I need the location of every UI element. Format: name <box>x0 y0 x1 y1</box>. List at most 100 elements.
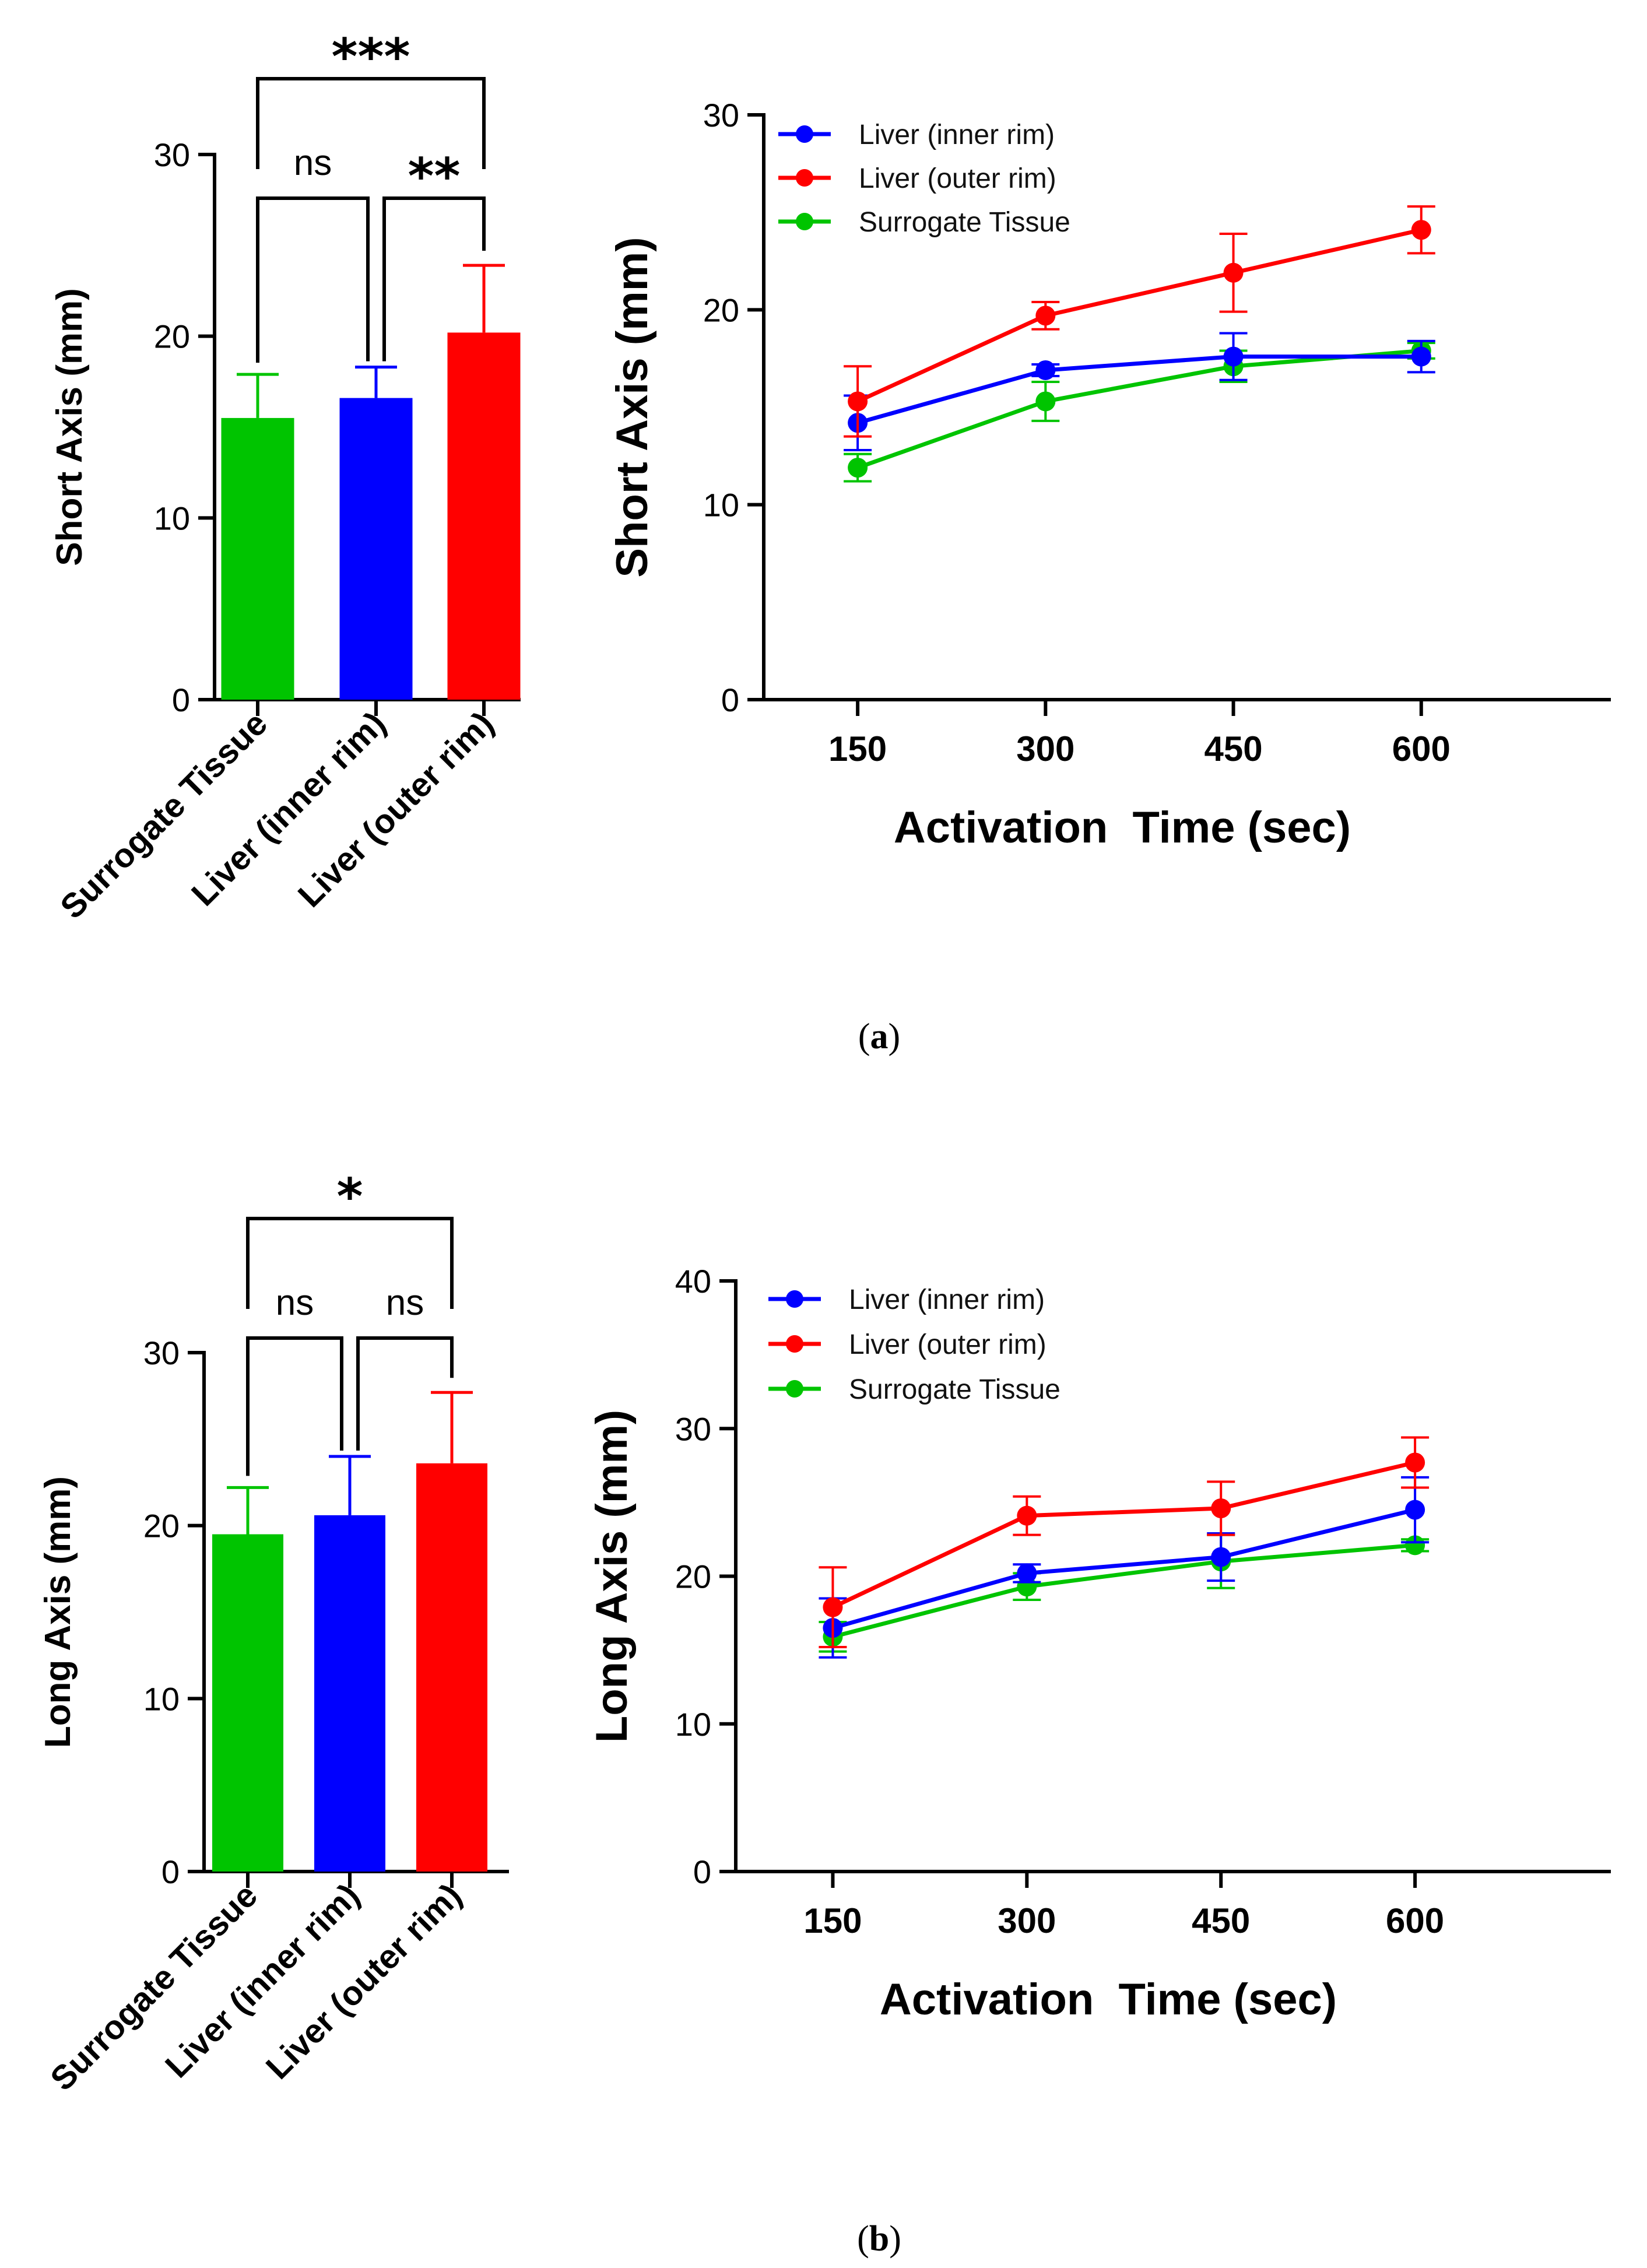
b-line-x-tick-label: 300 <box>998 1901 1056 1940</box>
b-bar-significance-bracket <box>356 1336 454 1451</box>
a-bar-y-tick-label: 20 <box>154 318 190 355</box>
b-bar-y-tick-label: 0 <box>161 1853 180 1890</box>
bar-liver-outer-rim <box>416 1463 487 1872</box>
series-line-surrogate-tissue <box>832 1543 1416 1639</box>
b-line-y-tick-label: 0 <box>693 1853 711 1890</box>
a-bar-significance-bracket <box>256 196 370 363</box>
data-point-liver-outer-rim <box>1035 306 1056 326</box>
a-bar-significance-label: ns <box>294 143 332 183</box>
a-bar-significance-label: ** <box>408 148 461 206</box>
data-point-liver-outer-rim <box>823 1597 843 1617</box>
series-line-surrogate-tissue <box>856 349 1422 470</box>
a-line-y-tick-label: 30 <box>703 97 739 134</box>
category-label-surrogate-tissue: Surrogate Tissue <box>53 704 275 926</box>
category-label-liver-inner-rim: Liver (inner rim) <box>158 1876 367 2085</box>
b-line-y-tick-label: 10 <box>675 1706 711 1743</box>
bar-liver-outer-rim <box>447 332 521 700</box>
series-line-liver-inner-rim <box>832 1508 1416 1630</box>
panel-label-a: (a) <box>858 1017 900 1056</box>
legend-marker-liver-outer-rim <box>796 169 813 187</box>
panel-label-a-letter: a <box>870 1017 889 1056</box>
a-line-y-tick-label: 20 <box>703 292 739 328</box>
a-line-x-tick-label: 300 <box>1016 729 1074 768</box>
a-line-x-axis-label: Activation Time (sec) <box>894 803 1351 852</box>
legend-label-liver-inner-rim: Liver (inner rim) <box>849 1284 1045 1315</box>
data-point-liver-outer-rim <box>848 391 868 412</box>
data-point-liver-inner-rim <box>1411 346 1431 367</box>
legend-marker-liver-outer-rim <box>786 1335 803 1353</box>
b-line-legend: Liver (inner rim) Liver (outer rim) Surrog… <box>768 1284 1060 1405</box>
b-line-x-tick-label: 600 <box>1386 1901 1444 1940</box>
data-point-liver-outer-rim <box>1017 1505 1037 1526</box>
data-point-liver-outer-rim <box>1405 1452 1425 1473</box>
data-point-liver-inner-rim <box>1035 360 1056 380</box>
series-liver-outer-rim <box>819 1436 1430 1649</box>
legend-marker-liver-inner-rim <box>786 1290 803 1308</box>
a-line-y-tick-label: 10 <box>703 487 739 524</box>
b-bar-y-axis-label: Long Axis (mm) <box>38 1476 78 1748</box>
b-line-y-axis-label: Long Axis (mm) <box>587 1410 637 1743</box>
data-point-liver-inner-rim <box>1223 346 1244 367</box>
a-line-x-tick-label: 600 <box>1392 729 1451 768</box>
data-point-surrogate-tissue <box>1405 1535 1425 1556</box>
b-bar-y-tick-label: 10 <box>143 1680 180 1717</box>
series-liver-inner-rim <box>819 1476 1430 1659</box>
data-point-liver-outer-rim <box>1223 262 1244 283</box>
b-line-x-axis-label: Activation Time (sec) <box>880 1975 1337 2024</box>
series-line-liver-outer-rim <box>831 1460 1416 1609</box>
chart-a-bar: 0 10 20 30 Short Axis (mm) Surrogate TissueLi… <box>50 28 521 926</box>
category-label-liver-outer-rim: Liver (outer rim) <box>291 704 501 914</box>
b-bar-y-tick-label: 20 <box>143 1508 180 1544</box>
a-bar-y-axis-label: Short Axis (mm) <box>50 288 90 566</box>
chart-b-line: 0 10 20 30 40 150 300 450 600 Activation Time (se… <box>587 1263 1611 2024</box>
data-point-liver-outer-rim <box>1411 220 1431 240</box>
b-bar-significance-label: ns <box>386 1283 424 1323</box>
data-point-surrogate-tissue <box>848 458 868 478</box>
a-bar-significance-label: *** <box>332 28 410 86</box>
a-line-x-tick-label: 150 <box>828 729 887 768</box>
a-bar-y-tick-label: 10 <box>154 500 190 536</box>
data-point-liver-inner-rim <box>1211 1547 1231 1567</box>
legend-label-surrogate-tissue: Surrogate Tissue <box>859 207 1070 238</box>
b-bar-significance-label: ns <box>276 1283 314 1323</box>
legend-marker-surrogate-tissue <box>796 213 813 230</box>
bar-surrogate-tissue <box>212 1534 283 1872</box>
data-point-surrogate-tissue <box>1035 391 1056 412</box>
data-point-liver-inner-rim <box>1017 1563 1037 1584</box>
a-bar-significance-bracket <box>382 196 486 361</box>
legend-marker-surrogate-tissue <box>786 1380 803 1398</box>
b-line-y-tick-label: 40 <box>675 1263 711 1300</box>
legend-label-liver-inner-rim: Liver (inner rim) <box>859 120 1055 150</box>
series-liver-inner-rim <box>844 332 1435 452</box>
panel-label-b: (b) <box>857 2219 901 2259</box>
legend-marker-liver-inner-rim <box>796 125 813 143</box>
b-bar-significance-bracket <box>246 1336 343 1476</box>
series-liver-outer-rim <box>844 205 1435 438</box>
b-line-y-tick-label: 30 <box>675 1410 711 1447</box>
bar-liver-inner-rim <box>314 1515 385 1872</box>
series-line-liver-inner-rim <box>857 354 1421 425</box>
a-bar-significance-bracket <box>256 77 486 169</box>
a-bar-y-tick-label: 30 <box>154 136 190 173</box>
category-label-liver-inner-rim: Liver (inner rim) <box>184 704 393 913</box>
series-line-liver-outer-rim <box>856 227 1422 403</box>
series-surrogate-tissue <box>819 1533 1430 1653</box>
a-line-y-tick-label: 0 <box>721 682 739 718</box>
b-bar-significance-bracket <box>246 1217 454 1309</box>
legend-label-liver-outer-rim: Liver (outer rim) <box>859 163 1056 194</box>
a-line-y-axis-label: Short Axis (mm) <box>607 237 657 577</box>
a-line-x-tick-label: 450 <box>1204 729 1263 768</box>
b-bar-significance-label: * <box>337 1168 363 1226</box>
legend-label-liver-outer-rim: Liver (outer rim) <box>849 1329 1047 1360</box>
chart-a-line: 0 10 20 30 150 300 450 600 Activation Time (sec)… <box>607 97 1611 852</box>
b-line-x-tick-label: 450 <box>1192 1901 1250 1940</box>
bar-surrogate-tissue <box>221 417 294 700</box>
a-line-legend: Liver (inner rim) Liver (outer rim) Surrog… <box>778 120 1070 238</box>
bar-liver-inner-rim <box>339 398 413 700</box>
a-bar-y-tick-label: 0 <box>172 682 190 718</box>
data-point-liver-outer-rim <box>1211 1498 1231 1519</box>
category-label-liver-outer-rim: Liver (outer rim) <box>259 1876 469 2086</box>
b-line-x-tick-label: 150 <box>803 1901 862 1940</box>
